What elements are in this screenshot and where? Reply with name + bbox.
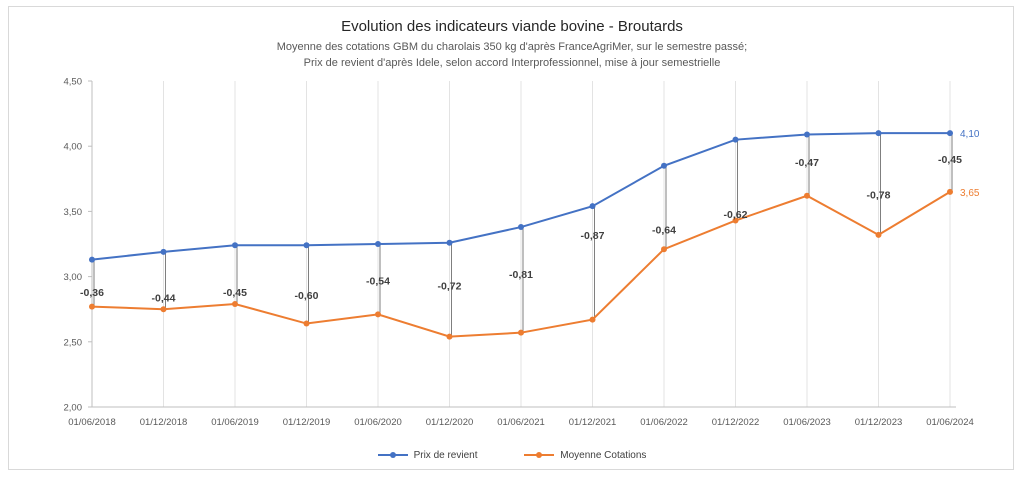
series-point-1	[232, 300, 238, 307]
series-point-0	[804, 131, 810, 138]
gap-label: -0,62	[724, 209, 748, 221]
y-tick-label: 2,50	[64, 337, 83, 348]
series-point-0	[518, 224, 524, 231]
x-tick-label: 01/06/2024	[926, 417, 974, 428]
series-point-1	[732, 217, 739, 224]
x-tick-label: 01/06/2019	[211, 417, 259, 428]
legend-item-prix-de-revient: Prix de revient	[377, 449, 478, 461]
gap-label: -0,60	[295, 290, 319, 302]
y-tick-label: 4,00	[64, 142, 83, 153]
x-tick-label: 01/06/2021	[497, 417, 545, 428]
series-point-1	[303, 320, 310, 327]
gap-label: -0,54	[366, 276, 390, 288]
legend-label-moyenne-cotations: Moyenne Cotations	[560, 449, 647, 461]
legend-swatch-blue	[377, 452, 408, 458]
y-tick-label: 2,00	[64, 403, 83, 414]
x-tick-label: 01/12/2020	[426, 417, 474, 428]
series-point-1	[875, 231, 882, 238]
series-point-0	[446, 239, 453, 246]
gap-label: -0,87	[581, 230, 605, 242]
chart-title: Evolution des indicateurs viande bovine …	[341, 18, 683, 35]
series-end-label-0: 4,10	[960, 129, 980, 140]
gap-label: -0,47	[795, 157, 819, 169]
series-point-0	[732, 136, 739, 143]
x-tick-label: 01/06/2018	[68, 417, 116, 428]
legend-item-moyenne-cotations: Moyenne Cotations	[524, 450, 646, 461]
gap-label: -0,36	[80, 287, 104, 299]
series-point-1	[589, 316, 596, 323]
series-end-label-1: 3,65	[960, 188, 980, 199]
x-tick-label: 01/12/2018	[140, 417, 188, 428]
x-tick-label: 01/12/2023	[855, 417, 903, 428]
series-point-1	[160, 306, 167, 313]
series-point-0	[375, 241, 381, 247]
y-tick-label: 3,50	[64, 207, 83, 218]
series-point-0	[303, 242, 310, 249]
y-tick-label: 4,50	[64, 77, 83, 88]
legend-label-prix-de-revient: Prix de revient	[413, 449, 478, 461]
series-point-1	[375, 311, 381, 318]
y-tick-label: 3,00	[64, 272, 83, 283]
series-point-1	[661, 246, 667, 253]
chart-subtitle-line-2: Prix de revient d'après Idele, selon acc…	[303, 57, 721, 69]
chart-legend: Prix de revient Moyenne Cotations	[0, 448, 1024, 461]
chart-frame	[8, 6, 1014, 470]
series-point-0	[232, 242, 238, 249]
x-tick-label: 01/12/2019	[283, 417, 331, 428]
series-point-0	[947, 130, 953, 137]
gap-label: -0,64	[652, 225, 676, 237]
series-point-1	[804, 192, 810, 199]
x-tick-label: 01/06/2020	[354, 417, 402, 428]
series-point-1	[89, 303, 95, 310]
series-point-0	[661, 162, 667, 169]
gap-label: -0,81	[509, 269, 533, 281]
series-point-0	[89, 256, 95, 263]
gap-label: -0,45	[223, 287, 247, 299]
gap-label: -0,45	[938, 154, 962, 166]
series-point-1	[947, 188, 953, 195]
gap-label: -0,72	[438, 281, 462, 293]
x-tick-label: 01/12/2021	[569, 417, 617, 428]
gap-label: -0,44	[152, 292, 176, 304]
legend-swatch-orange	[524, 452, 555, 458]
gap-label: -0,78	[867, 189, 891, 201]
x-tick-label: 01/12/2022	[712, 417, 760, 428]
x-tick-label: 01/06/2023	[783, 417, 831, 428]
series-point-0	[875, 130, 882, 137]
series-point-1	[518, 329, 524, 336]
x-tick-label: 01/06/2022	[640, 417, 688, 428]
series-point-0	[160, 248, 167, 255]
series-point-1	[446, 333, 453, 340]
chart-subtitle-line-1: Moyenne des cotations GBM du charolais 3…	[276, 41, 748, 53]
series-point-0	[589, 203, 596, 210]
